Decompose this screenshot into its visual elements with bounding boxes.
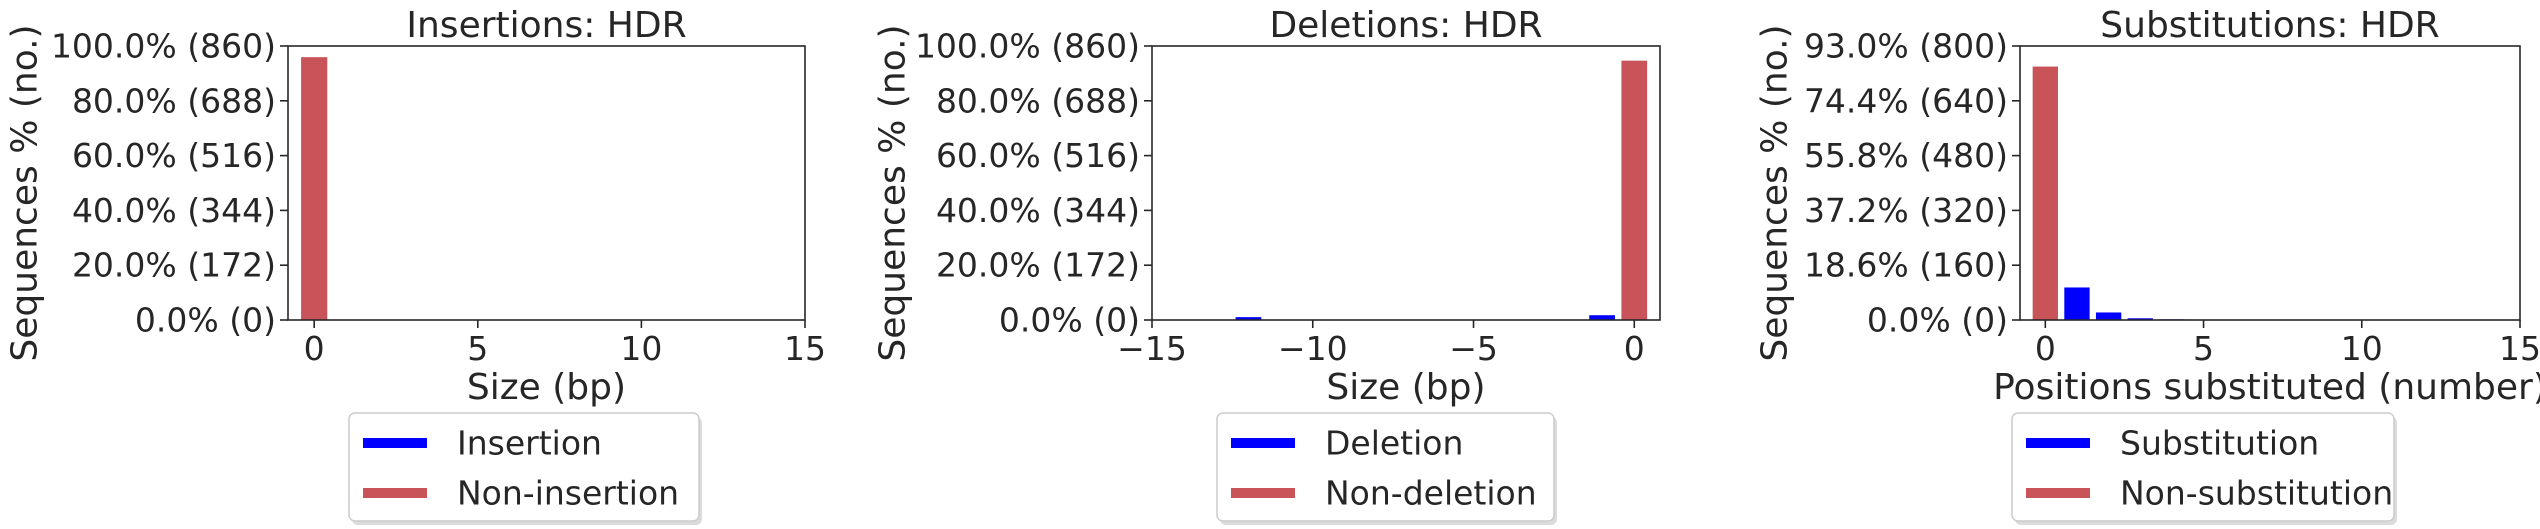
plot-frame xyxy=(287,45,806,321)
x-tick-label: −10 xyxy=(1278,329,1348,368)
legend-label: Substitution xyxy=(2120,424,2319,463)
y-tick-label: 93.0% (800) xyxy=(1804,27,2008,66)
y-tick-label: 18.6% (160) xyxy=(1804,246,2008,285)
plot-frame xyxy=(1151,45,1661,321)
bar-substitution-2 xyxy=(2127,318,2153,320)
bar-non-deletion-0 xyxy=(1621,60,1648,320)
y-tick-label: 80.0% (688) xyxy=(72,81,276,120)
legend-box xyxy=(348,412,700,522)
y-tick-label: 60.0% (516) xyxy=(936,136,1140,175)
legend-box xyxy=(1216,412,1555,522)
y-tick-label: 100.0% (860) xyxy=(915,27,1140,66)
legend-swatch xyxy=(2026,438,2090,448)
y-tick-label: 0.0% (0) xyxy=(999,301,1140,340)
bar-non-insertion-0 xyxy=(301,57,328,321)
legend-swatch xyxy=(1231,488,1295,498)
legend-swatch xyxy=(1231,438,1295,448)
y-tick-label: 37.2% (320) xyxy=(1804,191,2008,230)
y-axis-label: Sequences % (no.) xyxy=(873,24,914,361)
y-tick-label: 80.0% (688) xyxy=(936,81,1140,120)
plot-frame xyxy=(2019,45,2521,321)
y-tick-label: 40.0% (344) xyxy=(72,191,276,230)
bar-substitution-0 xyxy=(2064,287,2090,320)
y-tick-label: 74.4% (640) xyxy=(1804,81,2008,120)
legend-box xyxy=(2011,412,2395,522)
bar-deletion-0 xyxy=(1235,317,1262,320)
y-axis-label: Sequences % (no.) xyxy=(1755,24,1796,361)
legend-label: Insertion xyxy=(457,424,602,463)
x-tick-label: 10 xyxy=(620,329,662,368)
y-tick-label: 20.0% (172) xyxy=(72,246,276,285)
x-tick-label: 10 xyxy=(2341,329,2383,368)
chart-title: Deletions: HDR xyxy=(1269,5,1542,46)
y-axis-label: Sequences % (no.) xyxy=(5,24,46,361)
chart-title: Substitutions: HDR xyxy=(2100,5,2439,46)
x-tick-label: 5 xyxy=(467,329,488,368)
legend: Substitution Non-substitution xyxy=(2011,412,2397,525)
y-tick-label: 55.8% (480) xyxy=(1804,136,2008,175)
x-tick-label: 15 xyxy=(784,329,826,368)
x-tick-label: −5 xyxy=(1449,329,1498,368)
x-tick-label: 0 xyxy=(304,329,325,368)
legend: Deletion Non-deletion xyxy=(1216,412,1557,525)
y-tick-label: 60.0% (516) xyxy=(72,136,276,175)
legend-label: Non-substitution xyxy=(2120,474,2393,513)
legend-label: Non-insertion xyxy=(457,474,679,513)
y-tick-label: 40.0% (344) xyxy=(936,191,1140,230)
chart-panel-2: 0.0% (0) 20.0% (172) 40.0% (344) 60.0% (516… xyxy=(873,5,1661,525)
x-axis-label: Size (bp) xyxy=(467,367,626,408)
chart-panel-1: 0.0% (0) 20.0% (172) 40.0% (344) 60.0% (516… xyxy=(5,5,826,525)
y-tick-label: 100.0% (860) xyxy=(51,27,276,66)
legend: Insertion Non-insertion xyxy=(348,412,702,525)
x-axis-label: Size (bp) xyxy=(1326,367,1485,408)
bar-substitution-1 xyxy=(2095,312,2122,320)
x-tick-label: 0 xyxy=(2035,329,2056,368)
x-tick-label: −15 xyxy=(1117,329,1187,368)
y-tick-label: 20.0% (172) xyxy=(936,246,1140,285)
chart-panel-3: 0.0% (0) 18.6% (160) 37.2% (320) 55.8% (480… xyxy=(1755,5,2540,525)
legend-label: Non-deletion xyxy=(1325,474,1537,513)
x-tick-label: 0 xyxy=(1624,329,1645,368)
bar-non-substitution-0 xyxy=(2032,66,2058,320)
y-tick-label: 0.0% (0) xyxy=(135,301,276,340)
legend-swatch xyxy=(2026,488,2090,498)
legend-swatch xyxy=(363,488,427,498)
x-axis-label: Positions substituted (number) xyxy=(1993,367,2540,408)
bar-deletion-1 xyxy=(1589,315,1615,320)
y-tick-label: 0.0% (0) xyxy=(1867,301,2008,340)
legend-label: Deletion xyxy=(1325,424,1463,463)
x-tick-label: 15 xyxy=(2499,329,2540,368)
legend-swatch xyxy=(363,438,427,448)
chart-title: Insertions: HDR xyxy=(406,5,686,46)
x-tick-label: 5 xyxy=(2193,329,2214,368)
